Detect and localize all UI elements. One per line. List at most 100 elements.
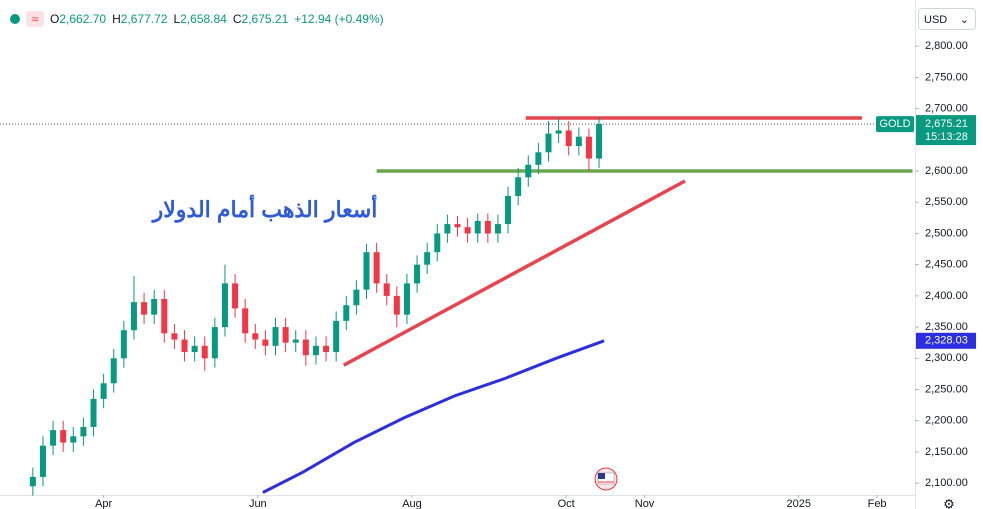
candle-body <box>262 339 269 346</box>
price-tag <box>916 115 976 146</box>
x-tick-label: Jun <box>249 498 267 509</box>
y-tick-label: 2,200.00 <box>925 415 968 427</box>
y-tick-label: 2,800.00 <box>925 40 968 52</box>
candle-body <box>414 264 421 284</box>
candle-body <box>454 224 461 228</box>
ohlc-key: O <box>50 12 60 26</box>
candle-body <box>565 130 572 147</box>
y-tick-label: 2,750.00 <box>925 71 968 83</box>
y-tick-label: 2,500.00 <box>925 227 968 239</box>
y-tick-label: 2,700.00 <box>925 103 968 115</box>
candle-body <box>343 305 350 321</box>
candle-body <box>211 327 218 359</box>
y-tick-label: 2,600.00 <box>925 165 968 177</box>
x-tick-label: Feb <box>868 498 887 509</box>
candle-body <box>383 283 390 296</box>
candle-body <box>585 136 592 159</box>
candle-body <box>373 252 380 284</box>
ohlc-value: 2,662.70 <box>59 12 107 26</box>
ma-tag <box>916 332 976 349</box>
ohlc-item: L2,658.84 <box>173 12 226 26</box>
candle-body <box>444 224 451 234</box>
candle-body <box>151 298 158 315</box>
candle-body <box>555 130 562 134</box>
y-tick-label: 2,350.00 <box>925 321 968 333</box>
candle-body <box>403 283 410 315</box>
settings-icon[interactable]: ⚙ <box>943 496 955 509</box>
candle-body <box>505 196 512 225</box>
candle-body <box>474 220 481 234</box>
y-tick-label: 2,100.00 <box>925 477 968 489</box>
candle-body <box>272 327 279 346</box>
candle-body <box>353 289 360 306</box>
candle-body <box>50 430 57 446</box>
status-dot <box>10 14 20 24</box>
x-tick-label: Nov <box>635 498 655 509</box>
y-tick-label: 2,450.00 <box>925 259 968 271</box>
candle-body <box>80 426 87 437</box>
ohlc-key: L <box>173 12 181 26</box>
dropdown-arrow: ⌄ <box>959 14 969 26</box>
candle-body <box>484 220 491 234</box>
symbol-tag <box>876 116 914 133</box>
x-tick-label: 2025 <box>786 498 810 509</box>
candle-body <box>90 398 97 427</box>
candle-body <box>130 302 137 331</box>
y-tick-label: 2,300.00 <box>925 352 968 364</box>
y-tick-label: 2,250.00 <box>925 383 968 395</box>
change: +12.94 (+0.49%) <box>294 12 384 26</box>
candle-body <box>312 345 319 356</box>
y-tick-label: 2,150.00 <box>925 446 968 458</box>
countdown-label: 15:13:28 <box>925 131 968 143</box>
market-icon: ≈ <box>26 11 44 27</box>
ma-label: 2,328.03 <box>925 335 968 347</box>
y-tick-label: 2,550.00 <box>925 196 968 208</box>
candle-body <box>393 295 400 315</box>
ohlc-value: 2,677.72 <box>120 12 168 26</box>
event-icon <box>594 467 618 491</box>
chart-title: أسعار الذهب أمام الدولار <box>151 194 378 223</box>
candle-body <box>161 298 168 334</box>
candle-body <box>535 152 542 165</box>
moving-average <box>262 339 605 494</box>
candle-body <box>221 283 228 328</box>
drawing-line <box>342 179 686 367</box>
price-label: 2,675.21 <box>925 118 968 130</box>
candle-body <box>232 283 239 309</box>
symbol-label: GOLD <box>879 118 910 130</box>
candle-body <box>596 124 603 159</box>
candle-body <box>171 333 178 340</box>
candle-body <box>494 224 501 234</box>
candle-body <box>323 345 330 353</box>
candle-body <box>575 136 582 147</box>
ohlc-item: O2,662.70 <box>50 12 106 26</box>
candle-body <box>120 330 127 359</box>
candle-body <box>252 333 259 340</box>
ohlc-value: 2,675.21 <box>241 12 289 26</box>
candle-body <box>464 227 471 234</box>
candle-body <box>29 476 36 487</box>
candle-body <box>100 383 107 399</box>
currency: USD <box>924 14 948 26</box>
candle-body <box>282 327 289 343</box>
x-tick-label: Oct <box>558 498 575 509</box>
candle-body <box>525 164 532 178</box>
ohlc-item: C2,675.21 <box>233 12 288 26</box>
candle-body <box>363 252 370 290</box>
ohlc-item: H2,677.72 <box>112 12 167 26</box>
ohlc-value: 2,658.84 <box>180 12 227 26</box>
candle-body <box>39 445 46 477</box>
candle-body <box>141 302 148 315</box>
y-tick-label: 2,400.00 <box>925 290 968 302</box>
candle-body <box>515 177 522 197</box>
candle-body <box>333 320 340 353</box>
currency-select[interactable]: USD ⌄ <box>918 8 976 30</box>
candle-body <box>434 233 441 253</box>
candle-body <box>242 308 249 334</box>
x-tick-label: Aug <box>402 498 422 509</box>
candle-body <box>292 339 299 343</box>
candle-body <box>70 436 77 443</box>
ohlc-key: C <box>232 12 242 26</box>
